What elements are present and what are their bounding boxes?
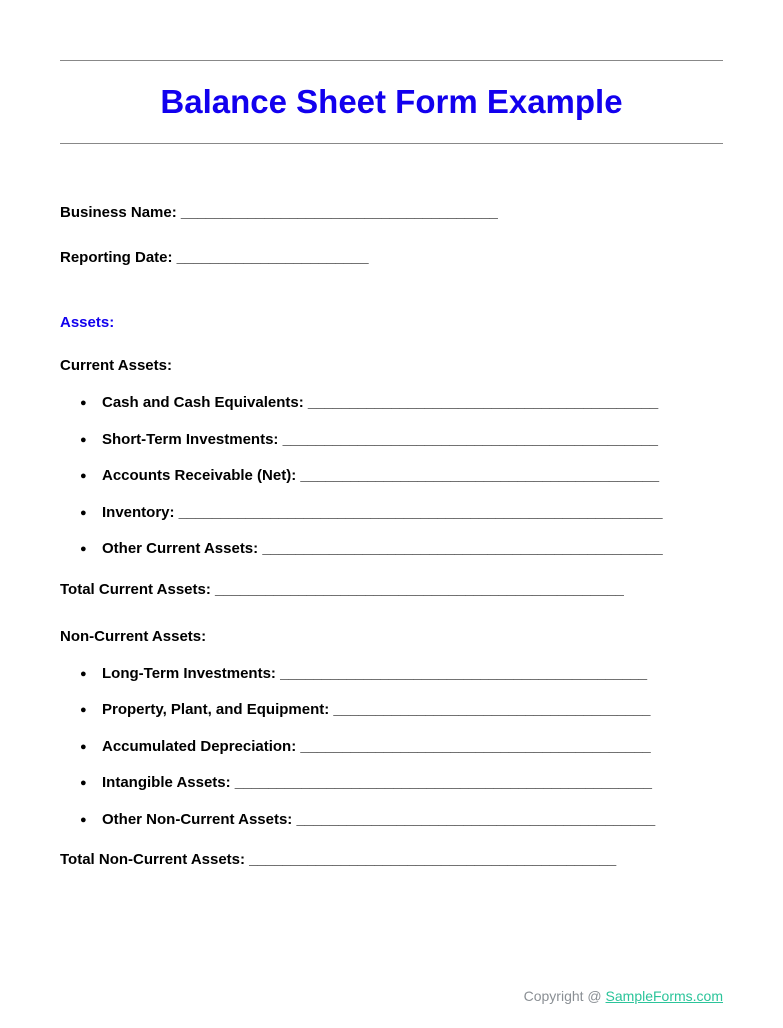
footer: Copyright @ SampleForms.com bbox=[524, 988, 723, 1004]
current-asset-item: Short-Term Investments: ________________… bbox=[102, 429, 723, 452]
document-page: Balance Sheet Form Example Business Name… bbox=[0, 0, 783, 868]
non-current-assets-list: Long-Term Investments: _________________… bbox=[60, 663, 723, 832]
non-current-asset-item: Other Non-Current Assets: ______________… bbox=[102, 809, 723, 832]
assets-heading: Assets: bbox=[60, 314, 723, 331]
page-title: Balance Sheet Form Example bbox=[60, 61, 723, 143]
total-current-assets: Total Current Assets: __________________… bbox=[60, 581, 723, 598]
footer-brand-link[interactable]: SampleForms.com bbox=[606, 988, 723, 1004]
current-assets-heading: Current Assets: bbox=[60, 357, 723, 374]
non-current-asset-item: Long-Term Investments: _________________… bbox=[102, 663, 723, 686]
non-current-asset-item: Intangible Assets: _____________________… bbox=[102, 772, 723, 795]
total-non-current-assets: Total Non-Current Assets: ______________… bbox=[60, 851, 723, 868]
current-asset-item: Inventory: _____________________________… bbox=[102, 502, 723, 525]
header-fields: Business Name: _________________________… bbox=[60, 204, 723, 266]
reporting-date-field: Reporting Date: _______________________ bbox=[60, 249, 723, 266]
non-current-assets-heading: Non-Current Assets: bbox=[60, 628, 723, 645]
current-asset-item: Other Current Assets: __________________… bbox=[102, 538, 723, 561]
title-bottom-rule bbox=[60, 143, 723, 144]
footer-prefix: Copyright @ bbox=[524, 988, 606, 1004]
current-asset-item: Accounts Receivable (Net): _____________… bbox=[102, 465, 723, 488]
current-asset-item: Cash and Cash Equivalents: _____________… bbox=[102, 392, 723, 415]
current-assets-list: Cash and Cash Equivalents: _____________… bbox=[60, 392, 723, 561]
non-current-asset-item: Accumulated Depreciation: ______________… bbox=[102, 736, 723, 759]
non-current-asset-item: Property, Plant, and Equipment: ________… bbox=[102, 699, 723, 722]
business-name-field: Business Name: _________________________… bbox=[60, 204, 723, 221]
